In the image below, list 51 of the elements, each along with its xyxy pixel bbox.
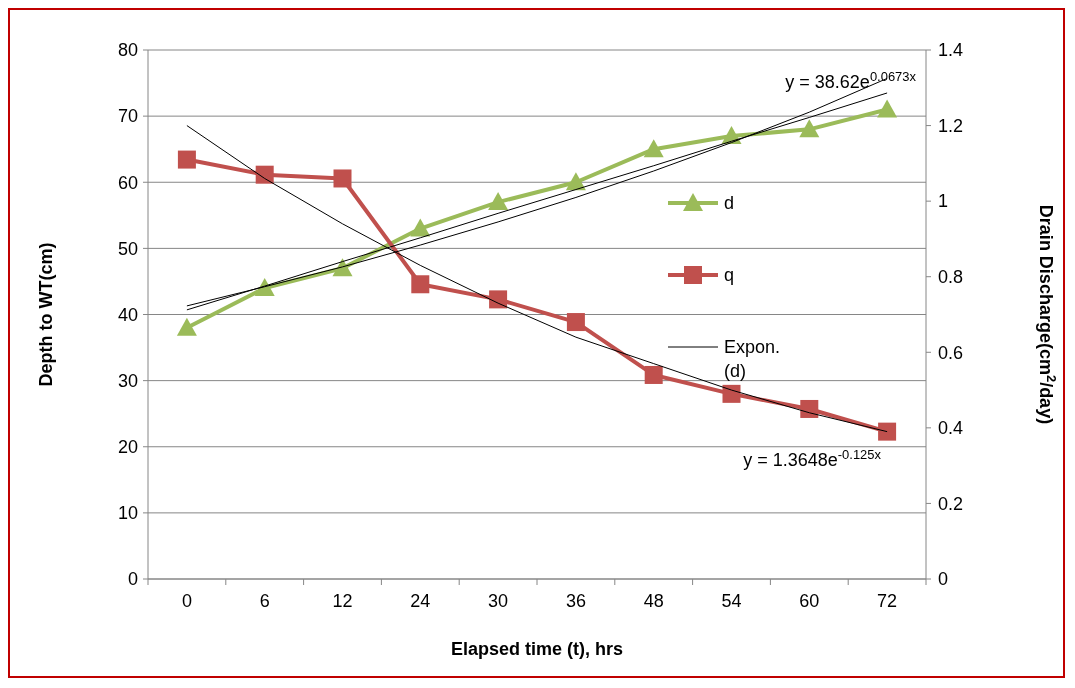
y2-tick-label: 0.2	[938, 493, 964, 514]
point	[644, 365, 663, 384]
point	[411, 275, 430, 294]
y-tick-label: 60	[117, 172, 138, 193]
annotation: y = 1.3648e$^{-0.125x}$	[743, 446, 882, 470]
x-tick-label: 72	[877, 591, 898, 611]
x-tick-label: 60	[799, 591, 820, 611]
x-tick-label: 0	[181, 591, 192, 611]
point	[566, 313, 585, 332]
y-tick-label: 80	[117, 40, 138, 61]
point	[643, 139, 664, 158]
y-axis-title: Depth to WT(cm)	[36, 242, 56, 387]
x-tick-label: 48	[643, 591, 664, 611]
y-tick-label: 40	[117, 304, 138, 325]
x-axis-title: Elapsed time (t), hrs	[450, 639, 624, 659]
x-tick-label: 6	[259, 591, 270, 611]
y2-tick-label: 0.4	[938, 418, 964, 439]
y2-tick-label: 1	[938, 191, 949, 212]
legend-label: d	[724, 193, 735, 214]
y2-tick-label: 1.4	[938, 40, 964, 61]
y-tick-label: 70	[117, 106, 138, 127]
y2-tick-label: 0.6	[938, 342, 964, 363]
x-tick-label: 30	[488, 591, 509, 611]
y2-tick-label: 0.8	[938, 267, 964, 288]
y-tick-label: 30	[117, 370, 138, 391]
point	[799, 119, 820, 138]
point	[489, 290, 508, 309]
point	[410, 218, 431, 237]
y-tick-label: 0	[127, 569, 138, 590]
point	[565, 172, 586, 191]
point	[878, 422, 897, 441]
y2-tick-label: 0	[938, 569, 949, 590]
x-tick-label: 54	[721, 591, 742, 611]
legend-label: q	[724, 265, 735, 286]
point	[877, 99, 898, 118]
point	[177, 150, 196, 169]
point	[176, 317, 197, 336]
point	[255, 165, 274, 184]
point	[800, 399, 819, 418]
x-tick-label: 36	[565, 591, 586, 611]
y-tick-label: 50	[117, 238, 138, 259]
y-tick-label: 20	[117, 437, 138, 458]
annotation: y = 38.62e$^{0.0673x}$	[785, 68, 917, 92]
y2-tick-label: 1.2	[938, 115, 964, 136]
y-tick-label: 10	[117, 503, 138, 524]
point	[333, 169, 352, 188]
x-tick-label: 12	[332, 591, 353, 611]
x-tick-label: 24	[410, 591, 431, 611]
point	[488, 192, 509, 211]
point	[722, 384, 741, 403]
legend-label: Expon. (d)	[724, 337, 781, 381]
